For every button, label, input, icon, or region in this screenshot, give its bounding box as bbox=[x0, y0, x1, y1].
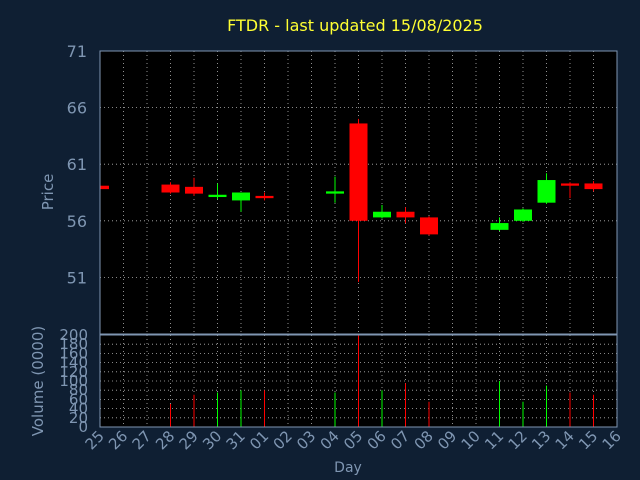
price-frame bbox=[99, 50, 618, 335]
volume-tick-label: 0 bbox=[78, 418, 88, 436]
price-tick-label: 66 bbox=[67, 99, 87, 118]
candle-body bbox=[373, 211, 391, 218]
price-panel: 51 56 61 66 71 bbox=[67, 42, 618, 335]
price-axis-label: Price bbox=[39, 174, 57, 211]
volume-tick-label: 120 bbox=[59, 363, 88, 381]
price-tick-label: 51 bbox=[67, 268, 87, 287]
volume-tick-label: 40 bbox=[69, 400, 88, 418]
candle-body bbox=[490, 223, 509, 230]
volume-axis-label: Volume (0000) bbox=[29, 326, 47, 436]
candle-body bbox=[514, 209, 532, 221]
candle-body bbox=[100, 185, 109, 190]
candle-body bbox=[255, 195, 274, 199]
candle-body bbox=[161, 184, 180, 193]
candle-body bbox=[537, 180, 556, 203]
candle-body bbox=[208, 194, 227, 198]
candle-body bbox=[232, 192, 250, 201]
candle-body bbox=[561, 183, 579, 186]
volume-tick-label: 100 bbox=[59, 372, 88, 390]
volume-tick-label: 80 bbox=[69, 381, 88, 399]
volume-tick-label: 180 bbox=[59, 335, 88, 353]
candle-body bbox=[349, 123, 368, 221]
volume-tick-label: 200 bbox=[59, 326, 88, 344]
candle-body bbox=[584, 183, 603, 190]
candle-body bbox=[420, 217, 438, 235]
candle-body bbox=[326, 191, 344, 194]
volume-tick-label: 140 bbox=[59, 354, 88, 372]
volume-frame bbox=[99, 334, 618, 428]
candle-body bbox=[185, 186, 203, 194]
candle-body bbox=[396, 211, 415, 218]
x-axis-label: Day bbox=[334, 460, 362, 476]
chart-title: FTDR - last updated 15/08/2025 bbox=[227, 16, 483, 35]
volume-tick-label: 160 bbox=[59, 344, 88, 362]
price-tick-label: 61 bbox=[67, 155, 87, 174]
volume-tick-label: 20 bbox=[69, 409, 88, 427]
volume-tick-label: 60 bbox=[69, 390, 88, 408]
x-axis: 2526272829303101020304050607080910111213… bbox=[82, 427, 625, 453]
price-tick-label: 71 bbox=[67, 42, 87, 61]
price-tick-label: 56 bbox=[67, 212, 87, 231]
